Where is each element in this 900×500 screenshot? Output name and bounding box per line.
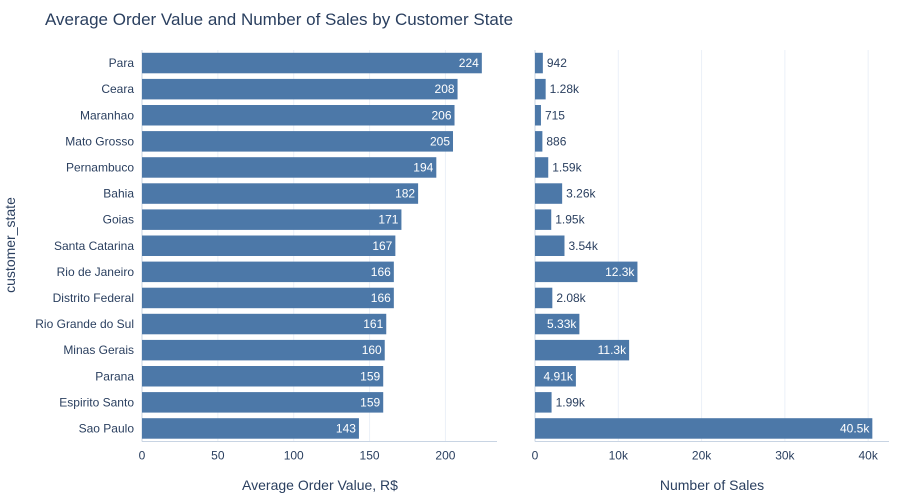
y-tick-8: Rio de Janeiro — [57, 265, 135, 279]
y-tick-11: Minas Gerais — [63, 343, 134, 357]
bar-label-sales-0: 942 — [547, 56, 567, 70]
bar-label-aov-14: 143 — [336, 421, 356, 435]
bar-label-sales-3: 886 — [546, 134, 566, 148]
bar-label-sales-7: 3.54k — [568, 239, 598, 253]
bar-sales-3[interactable] — [535, 131, 543, 152]
y-tick-3: Mato Grosso — [65, 134, 134, 148]
x-tick-sales-0: 0 — [532, 449, 539, 463]
y-tick-6: Goias — [103, 213, 134, 227]
y-tick-13: Espirito Santo — [59, 395, 134, 409]
bar-label-sales-13: 1.99k — [556, 395, 586, 409]
panel-aov: 0 50 100 150 200 Average Order Value, R$ 224 Pa… — [35, 50, 497, 493]
y-tick-7: Santa Catarina — [54, 239, 134, 253]
bar-label-sales-6: 1.95k — [555, 213, 585, 227]
x-tick-aov-2: 100 — [284, 449, 304, 463]
x-tick-aov-3: 150 — [360, 449, 380, 463]
bar-sales-10[interactable] — [535, 313, 580, 335]
y-tick-4: Pernambuco — [66, 160, 134, 174]
bar-aov-10[interactable] — [142, 313, 387, 335]
bar-label-aov-3: 205 — [430, 134, 450, 148]
x-tick-sales-4: 40k — [858, 449, 878, 463]
bar-sales-0[interactable] — [535, 52, 543, 74]
bar-aov-1[interactable] — [142, 78, 458, 100]
y-tick-12: Parana — [95, 369, 134, 383]
bar-aov-6[interactable] — [142, 209, 402, 230]
y-tick-0: Para — [109, 56, 135, 70]
bar-aov-3[interactable] — [142, 131, 454, 152]
bar-label-sales-1: 1.28k — [550, 82, 580, 96]
bar-label-sales-10: 5.33k — [547, 317, 577, 331]
bar-label-aov-11: 160 — [362, 343, 382, 357]
bar-sales-4[interactable] — [535, 157, 549, 178]
x-tick-aov-4: 200 — [435, 449, 455, 463]
bar-label-sales-9: 2.08k — [556, 291, 586, 305]
x-tick-sales-3: 30k — [775, 449, 795, 463]
bar-label-sales-8: 12.3k — [605, 265, 635, 279]
bar-sales-8[interactable] — [535, 261, 638, 283]
bar-sales-5[interactable] — [535, 183, 563, 204]
bar-label-aov-8: 166 — [371, 265, 391, 279]
bar-aov-9[interactable] — [142, 287, 394, 309]
bar-label-aov-6: 171 — [378, 213, 398, 227]
bar-label-sales-4: 1.59k — [552, 160, 582, 174]
bar-aov-11[interactable] — [142, 339, 385, 361]
bar-aov-2[interactable] — [142, 105, 455, 126]
bar-sales-2[interactable] — [535, 105, 541, 126]
bar-label-aov-9: 166 — [371, 291, 391, 305]
bar-aov-8[interactable] — [142, 261, 394, 283]
y-axis-title: customer_state — [2, 197, 18, 293]
bar-label-aov-5: 182 — [395, 187, 415, 201]
bar-label-aov-12: 159 — [360, 369, 380, 383]
bar-label-aov-13: 159 — [360, 395, 380, 409]
bar-label-sales-11: 11.3k — [598, 343, 627, 357]
bar-aov-14[interactable] — [142, 418, 359, 439]
bar-label-sales-14: 40.5k — [840, 421, 870, 435]
bar-sales-13[interactable] — [535, 392, 552, 413]
bar-sales-14[interactable] — [535, 418, 873, 439]
x-tick-sales-2: 20k — [692, 449, 712, 463]
bar-sales-1[interactable] — [535, 78, 546, 100]
x-tick-aov-0: 0 — [139, 449, 146, 463]
y-tick-5: Bahia — [103, 187, 134, 201]
bar-sales-6[interactable] — [535, 209, 552, 230]
bar-aov-0[interactable] — [142, 52, 482, 74]
y-tick-2: Maranhao — [80, 108, 134, 122]
y-tick-9: Distrito Federal — [53, 291, 134, 305]
x-axis-title-sales: Number of Sales — [660, 477, 764, 493]
bar-label-aov-4: 194 — [413, 160, 433, 174]
bar-label-aov-0: 224 — [459, 56, 479, 70]
bar-aov-5[interactable] — [142, 183, 419, 204]
bar-label-aov-7: 167 — [372, 239, 392, 253]
bar-label-sales-12: 4.91k — [544, 369, 574, 383]
bar-aov-4[interactable] — [142, 157, 437, 178]
y-tick-14: Sao Paulo — [79, 421, 135, 435]
bar-sales-7[interactable] — [535, 235, 565, 257]
y-tick-10: Rio Grande do Sul — [35, 317, 134, 331]
x-tick-sales-1: 10k — [609, 449, 629, 463]
bar-sales-9[interactable] — [535, 287, 553, 309]
bar-sales-12[interactable] — [535, 366, 576, 387]
bar-aov-12[interactable] — [142, 366, 384, 387]
chart-title: Average Order Value and Number of Sales … — [45, 10, 513, 29]
bar-label-aov-2: 206 — [431, 108, 451, 122]
bar-sales-11[interactable] — [535, 339, 630, 361]
bar-label-aov-1: 208 — [435, 82, 455, 96]
x-axis-title-aov: Average Order Value, R$ — [242, 477, 398, 493]
panel-sales: 0 10k 20k 30k 40k Number of Sales 942 1.28k 715 8… — [532, 50, 889, 493]
bar-label-sales-2: 715 — [545, 108, 565, 122]
bar-aov-13[interactable] — [142, 392, 384, 413]
bar-label-aov-10: 161 — [363, 317, 383, 331]
y-tick-1: Ceara — [101, 82, 134, 96]
bar-aov-7[interactable] — [142, 235, 396, 257]
bar-label-sales-5: 3.26k — [566, 187, 596, 201]
x-tick-aov-1: 50 — [211, 449, 225, 463]
